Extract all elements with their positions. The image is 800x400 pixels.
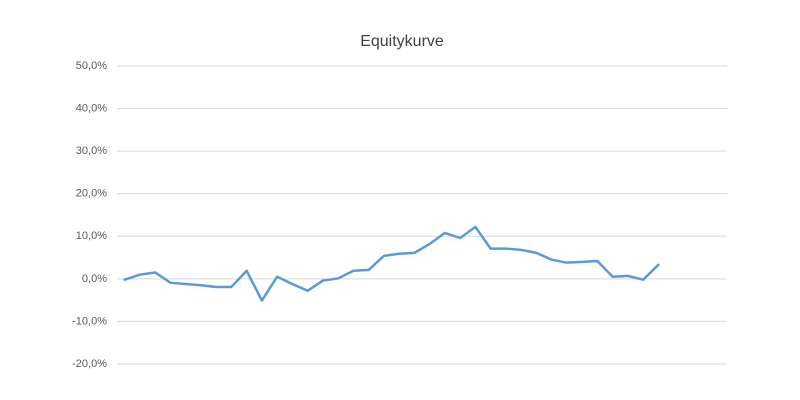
- y-tick-label: -10,0%: [72, 315, 107, 327]
- y-tick-label: 20,0%: [76, 188, 107, 200]
- y-tick-label: 50,0%: [76, 60, 107, 72]
- y-tick-label: -20,0%: [72, 358, 107, 370]
- y-tick-label: 30,0%: [76, 145, 107, 157]
- y-tick-label: 0,0%: [82, 273, 107, 285]
- chart-title: Equitykurve: [360, 33, 444, 50]
- y-tick-label: 10,0%: [76, 230, 107, 242]
- y-tick-label: 40,0%: [76, 102, 107, 114]
- line: [123, 225, 660, 302]
